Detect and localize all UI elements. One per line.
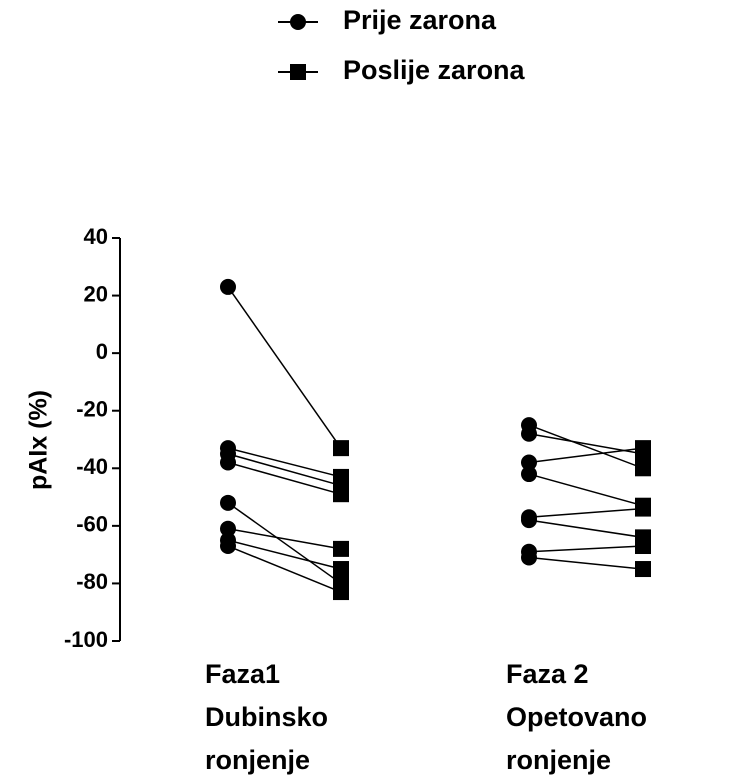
pair-line xyxy=(227,539,342,570)
data-point xyxy=(333,540,349,557)
pair-line xyxy=(227,502,342,585)
pair-line xyxy=(227,447,342,478)
data-point xyxy=(333,584,349,601)
data-point xyxy=(635,538,651,555)
legend-marker xyxy=(290,64,306,80)
pair-line xyxy=(227,453,342,487)
pair-line xyxy=(227,545,342,593)
data-point xyxy=(220,454,236,471)
data-point xyxy=(521,454,537,471)
pair-line xyxy=(528,424,644,469)
y-axis-label: pAIx (%) xyxy=(25,390,53,490)
data-point xyxy=(333,486,349,503)
y-tick-label: -40 xyxy=(76,454,108,479)
y-tick-label: -60 xyxy=(76,512,108,537)
pair-line xyxy=(528,556,644,570)
y-tick-label: 40 xyxy=(84,224,108,249)
y-tick-label: 0 xyxy=(96,339,108,364)
data-point xyxy=(635,500,651,517)
data-point xyxy=(521,512,537,529)
legend-label: Poslije zarona xyxy=(343,55,526,85)
y-tick-label: -20 xyxy=(76,397,108,422)
pair-line xyxy=(528,473,644,507)
pair-line xyxy=(227,527,342,550)
x-category-label: Faza 2 Opetovano ronjenje xyxy=(506,659,648,775)
y-tick-label: -80 xyxy=(76,569,108,594)
legend-marker xyxy=(290,14,306,30)
data-point xyxy=(220,494,236,511)
data-point xyxy=(333,440,349,457)
data-point xyxy=(521,466,537,483)
pair-line xyxy=(227,461,342,495)
data-point xyxy=(333,561,349,578)
pair-line xyxy=(528,545,644,553)
data-point xyxy=(635,561,651,578)
y-tick-label: 20 xyxy=(84,281,108,306)
data-point xyxy=(220,538,236,555)
pair-line xyxy=(227,286,342,449)
pair-line xyxy=(528,507,644,518)
data-point xyxy=(521,425,537,442)
data-point xyxy=(635,440,651,457)
legend-label: Prije zarona xyxy=(343,5,497,35)
data-point xyxy=(220,278,236,295)
data-point xyxy=(220,520,236,537)
y-tick-label: -100 xyxy=(64,627,108,652)
pair-line xyxy=(528,447,644,464)
pair-line xyxy=(528,519,644,539)
data-point xyxy=(521,549,537,566)
data-point xyxy=(635,460,651,477)
x-category-label: Faza1 Dubinsko ronjenje xyxy=(205,659,329,775)
